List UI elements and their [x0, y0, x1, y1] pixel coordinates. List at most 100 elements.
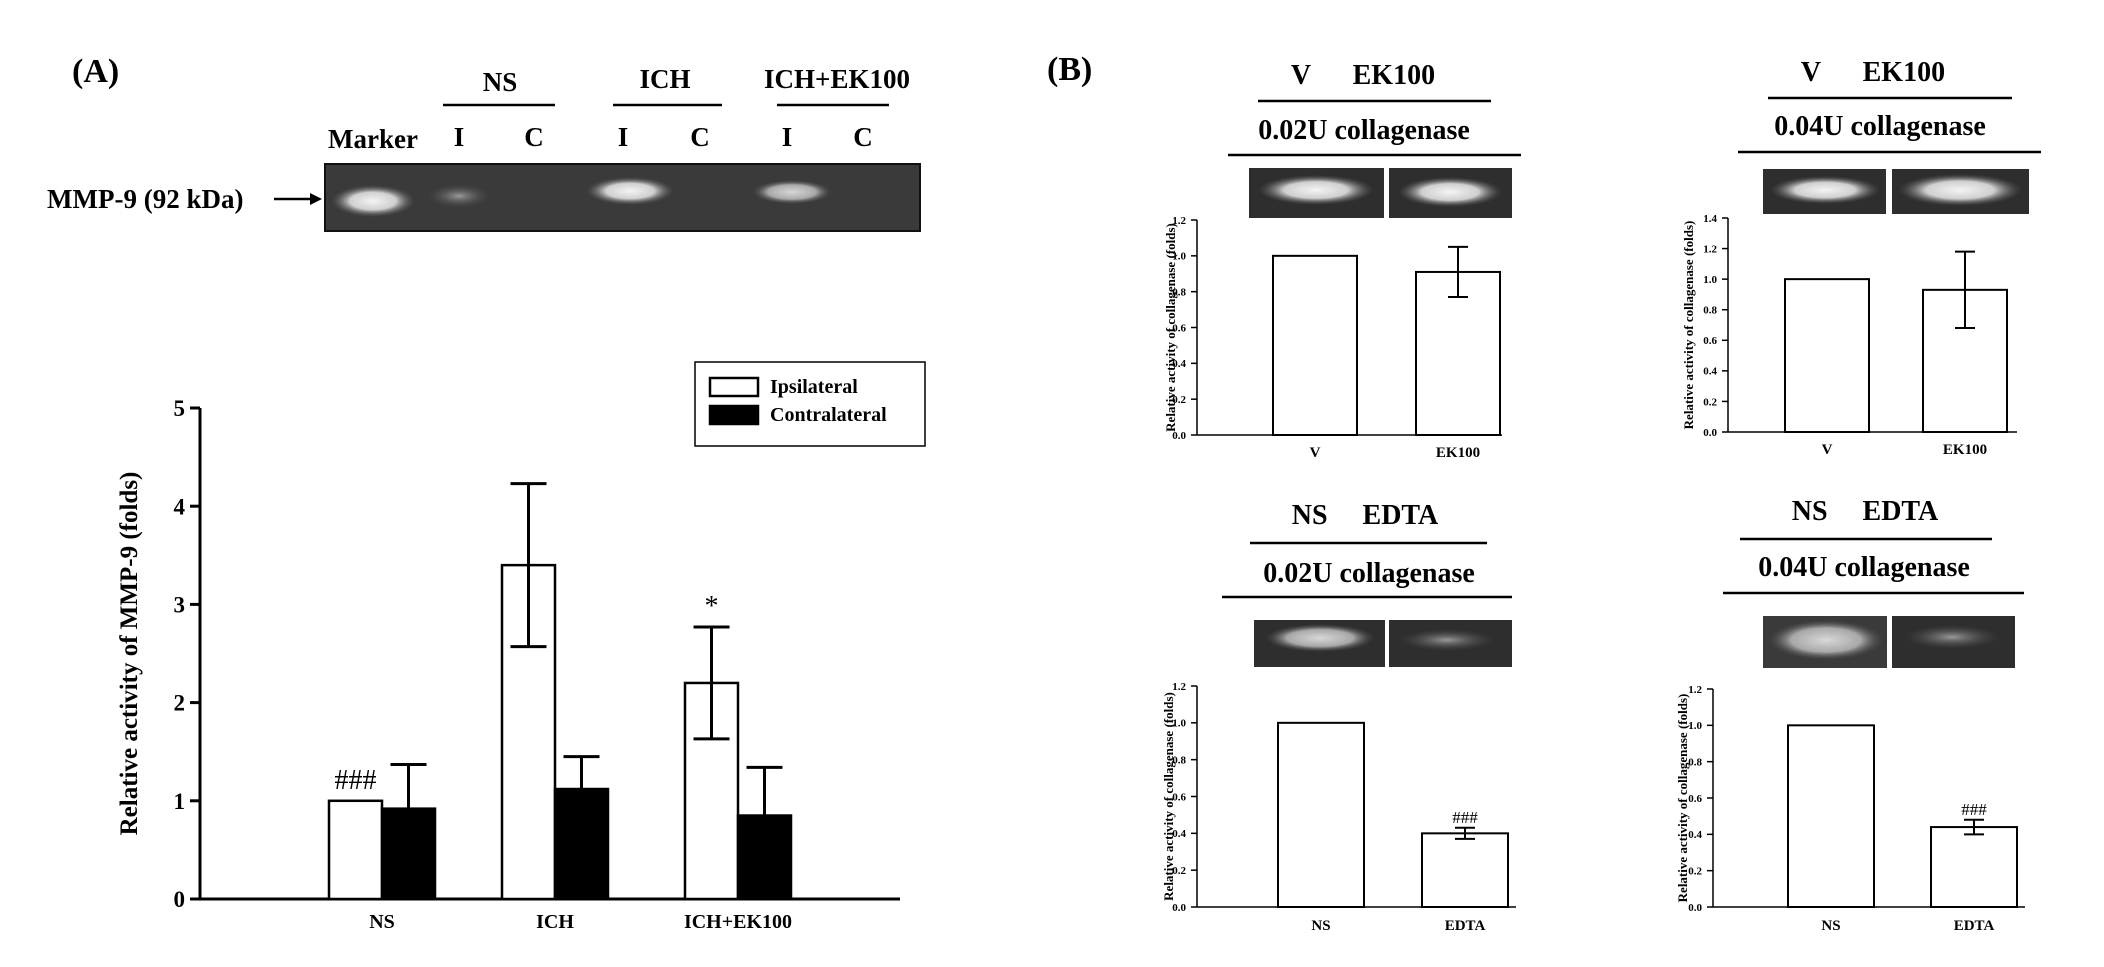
legend-swatch	[708, 376, 760, 398]
significance-marker: ###	[1961, 800, 1987, 819]
gel-band	[586, 177, 674, 205]
x-tick-label: EK100	[1943, 442, 1987, 458]
y-tick-label: 1.2	[1703, 243, 1717, 255]
gel-band	[1904, 625, 2000, 649]
y-tick-label: 1.0	[1703, 274, 1717, 286]
y-tick-label: 0.4	[1172, 828, 1186, 840]
y-tick-label: 2	[174, 691, 186, 716]
bar	[553, 787, 610, 901]
panel-label-a: (A)	[72, 53, 119, 90]
y-tick-label: 1.4	[1703, 213, 1717, 225]
gel-group-ich-ek100: ICH+EK100	[764, 64, 910, 94]
legend-label: Ipsilateral	[770, 376, 858, 398]
gel-band	[1770, 176, 1880, 204]
subpanel-b1-header: V EK100 0.02U collagenase	[1228, 60, 1521, 218]
x-tick-label: EK100	[1436, 445, 1480, 461]
gel-lane-label: I	[454, 122, 465, 152]
x-tick-label: EDTA	[1954, 918, 1995, 934]
gel-lane-labels: Marker I C I C I C	[328, 122, 873, 154]
y-tick-label: 1.2	[1172, 215, 1186, 227]
gel-lane-label: C	[524, 122, 544, 152]
treatment-labels: NS EDTA	[1792, 496, 1939, 527]
x-tick-label: NS	[1311, 918, 1330, 934]
gel-lane-label: C	[853, 122, 873, 152]
mmp9-activity-chart: 0 1 2 3 4 5 Relative activity of MMP-9 (folds)…	[116, 361, 926, 933]
treatment-labels: NS EDTA	[1292, 500, 1439, 531]
bar	[327, 799, 384, 901]
y-tick-label: 0.4	[1172, 358, 1186, 370]
y-tick-label: 4	[174, 494, 186, 519]
y-tick-label: 0.8	[1172, 287, 1186, 299]
y-tick-label: 1.0	[1172, 718, 1186, 730]
bar	[1272, 254, 1358, 436]
gel-image	[324, 163, 921, 232]
y-tick-label: 0.6	[1172, 322, 1186, 334]
y-tick-label: 0.0	[1172, 430, 1186, 442]
gel-lane-label: C	[690, 122, 710, 152]
x-tick-label: ICH	[536, 911, 574, 933]
legend-box	[694, 361, 926, 447]
bar	[1930, 826, 2018, 908]
bar	[736, 814, 793, 901]
y-tick-label: 0.8	[1172, 755, 1186, 767]
y-tick-label: 0.2	[1172, 865, 1186, 877]
gel-band	[1265, 624, 1375, 652]
gel-lane-label: I	[782, 122, 793, 152]
enzyme-label: 0.02U collagenase	[1263, 558, 1475, 589]
y-tick-label: 0.2	[1703, 396, 1717, 408]
treatment-labels: V EK100	[1291, 60, 1435, 91]
gel-marker-label: Marker	[328, 124, 418, 154]
significance-marker: *	[705, 591, 719, 622]
gel-group-headers: NS ICH ICH+EK100	[443, 64, 910, 107]
significance-marker: ###	[335, 765, 377, 796]
enzyme-label: 0.02U collagenase	[1258, 115, 1470, 146]
bar	[1787, 724, 1875, 908]
y-axis-label: Relative activity of MMP-9 (folds)	[116, 472, 143, 836]
y-tick-label: 0.4	[1688, 829, 1702, 841]
y-tick-label: 5	[174, 396, 186, 421]
legend-swatch	[708, 404, 760, 426]
gel-band	[331, 185, 415, 217]
gel-band	[1399, 629, 1495, 651]
subpanel-b2-header: V EK100 0.04U collagenase	[1738, 57, 2041, 214]
y-tick-label: 1.2	[1688, 684, 1702, 696]
bar	[1784, 278, 1870, 433]
gel-image	[1249, 168, 1512, 218]
treatment-labels: V EK100	[1801, 57, 1945, 88]
x-tick-label: NS	[1821, 918, 1840, 934]
panel-label-b: (B)	[1047, 51, 1092, 88]
x-tick-label: V	[1822, 442, 1833, 458]
y-tick-label: 0.6	[1688, 793, 1702, 805]
bar	[1277, 721, 1365, 908]
y-tick-label: 0	[174, 887, 186, 912]
gel-group-ns: NS	[483, 67, 518, 97]
bar	[1421, 832, 1509, 908]
gel-band	[1258, 175, 1374, 205]
gel-band	[1398, 177, 1502, 207]
legend-label: Contralateral	[770, 404, 887, 426]
y-tick-label: 0.6	[1703, 335, 1717, 347]
legend: Ipsilateral Contralateral	[694, 361, 926, 447]
gel-band	[1768, 620, 1884, 660]
x-tick-label: V	[1310, 445, 1321, 461]
enzyme-label: 0.04U collagenase	[1758, 552, 1970, 583]
y-tick-label: 0.2	[1688, 866, 1702, 878]
gel-band	[1898, 174, 2022, 206]
significance-marker: ###	[1452, 808, 1478, 827]
y-tick-label: 0.8	[1688, 757, 1702, 769]
collagenase-chart-b2: 0.0 0.2 0.4 0.6 0.8 1.0 1.2 1.4 Relative activit…	[1681, 213, 2017, 458]
gel-image	[1763, 616, 2015, 668]
y-tick-label: 0.0	[1688, 902, 1702, 914]
x-tick-label: EDTA	[1445, 918, 1486, 934]
y-tick-label: 0.4	[1703, 366, 1717, 378]
gel-band	[752, 180, 832, 204]
enzyme-label: 0.04U collagenase	[1774, 111, 1986, 142]
gel-image	[1254, 620, 1512, 667]
x-tick-label: ICH+EK100	[684, 911, 792, 933]
y-tick-label: 1.0	[1688, 720, 1702, 732]
gel-band-label: MMP-9 (92 kDa)	[47, 184, 243, 214]
gel-lane-label: I	[618, 122, 629, 152]
